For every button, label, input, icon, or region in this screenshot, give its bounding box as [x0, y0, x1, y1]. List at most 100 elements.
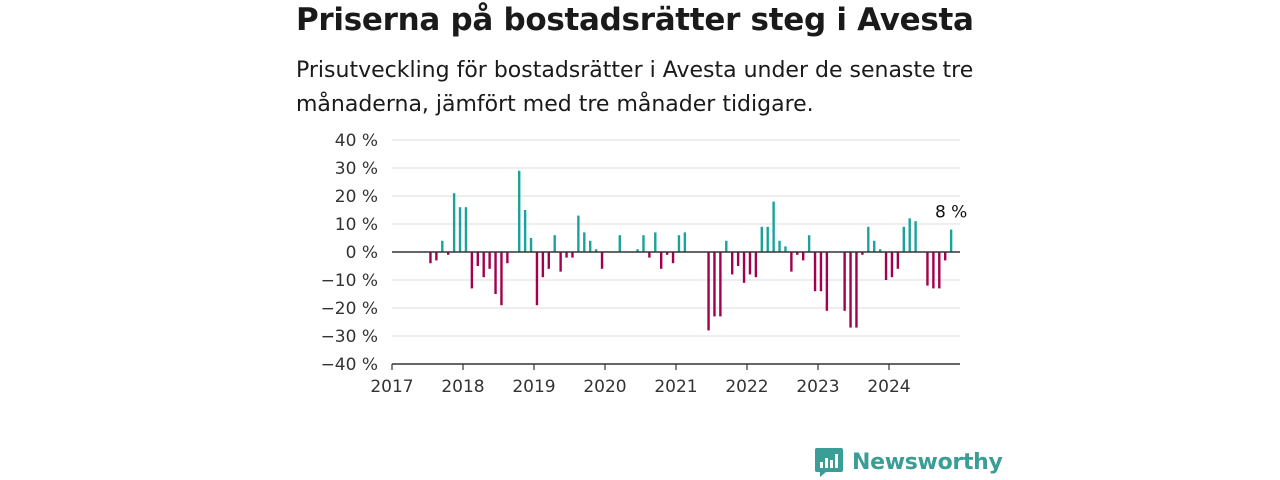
bar — [719, 252, 722, 317]
x-tick-label: 2018 — [441, 377, 484, 397]
bar — [583, 232, 586, 252]
bar — [825, 252, 829, 311]
bar — [494, 252, 497, 294]
bar — [949, 229, 953, 252]
bar — [589, 240, 592, 252]
bar — [636, 249, 639, 252]
bar — [843, 252, 846, 311]
bar — [482, 252, 485, 278]
y-tick-label: 40 % — [335, 131, 378, 151]
bar — [458, 207, 462, 252]
bar — [760, 226, 763, 252]
bar — [748, 252, 752, 275]
bar — [902, 226, 905, 252]
bar — [754, 252, 758, 278]
x-tick-label: 2017 — [370, 377, 413, 397]
y-tick-label: 0 % — [346, 243, 378, 263]
bar — [736, 252, 740, 266]
bar — [914, 221, 917, 252]
y-tick-label: −20 % — [321, 299, 378, 319]
bar — [577, 215, 580, 252]
newsworthy-logo: Newsworthy — [814, 446, 1003, 478]
bar — [476, 252, 479, 266]
bar — [565, 252, 568, 258]
bar — [683, 232, 687, 252]
bar — [648, 252, 651, 258]
bar — [435, 252, 438, 261]
bar — [813, 252, 817, 292]
bar — [429, 252, 432, 264]
bar — [506, 252, 509, 264]
newsworthy-icon — [815, 448, 843, 477]
bar — [867, 226, 870, 252]
bar — [529, 238, 533, 252]
bar — [600, 252, 604, 269]
bar — [642, 235, 645, 252]
bar — [896, 252, 900, 269]
bar — [725, 240, 728, 252]
y-tick-label: 30 % — [335, 159, 378, 179]
bar — [890, 252, 894, 278]
bar — [618, 235, 621, 252]
bar — [559, 252, 562, 272]
bar — [861, 252, 864, 255]
bar — [731, 252, 734, 275]
y-tick-label: 10 % — [335, 215, 378, 235]
bar — [518, 170, 521, 252]
bar — [677, 235, 681, 252]
bar — [878, 249, 882, 252]
x-tick-label: 2023 — [796, 377, 839, 397]
bar — [819, 252, 823, 292]
x-tick-label: 2024 — [867, 377, 910, 397]
bar — [441, 240, 444, 252]
bar — [784, 246, 787, 252]
bar — [849, 252, 852, 328]
bar — [884, 252, 888, 280]
bar — [778, 240, 781, 252]
brand-name: Newsworthy — [852, 449, 1003, 475]
bar — [500, 252, 503, 306]
chart-title: Priserna på bostadsrätter steg i Avesta — [296, 2, 974, 38]
chart-subtitle: Prisutveckling för bostadsrätter i Avest… — [296, 58, 974, 117]
bar — [523, 210, 527, 252]
bar — [944, 252, 947, 261]
bar — [660, 252, 663, 269]
bar — [671, 252, 675, 264]
y-tick-label: −30 % — [321, 327, 378, 347]
bar — [594, 249, 598, 252]
y-tick-label: −10 % — [321, 271, 378, 291]
bar — [926, 252, 929, 286]
bar — [938, 252, 941, 289]
y-tick-label: −40 % — [321, 355, 378, 375]
bar — [713, 252, 716, 317]
bar — [742, 252, 746, 283]
bar — [855, 252, 858, 328]
bar — [772, 201, 775, 252]
bar — [873, 240, 876, 252]
bar — [464, 207, 468, 252]
bar — [452, 193, 456, 252]
bar — [766, 226, 769, 252]
bar — [802, 252, 805, 261]
bar — [807, 235, 811, 252]
bar — [654, 232, 657, 252]
bar — [488, 252, 491, 269]
bar — [665, 252, 669, 255]
bar — [553, 235, 556, 252]
bar — [790, 252, 793, 272]
x-tick-label: 2019 — [512, 377, 555, 397]
bar — [932, 252, 935, 289]
x-tick-label: 2021 — [654, 377, 697, 397]
bar — [447, 252, 450, 255]
bar — [547, 252, 550, 269]
bar — [707, 252, 710, 331]
bar — [796, 252, 799, 255]
bar — [535, 252, 539, 306]
last-value-label: 8 % — [935, 203, 967, 223]
x-tick-label: 2020 — [583, 377, 626, 397]
bar — [571, 252, 574, 258]
bar — [908, 218, 911, 252]
bar — [470, 252, 474, 289]
bar — [541, 252, 545, 278]
